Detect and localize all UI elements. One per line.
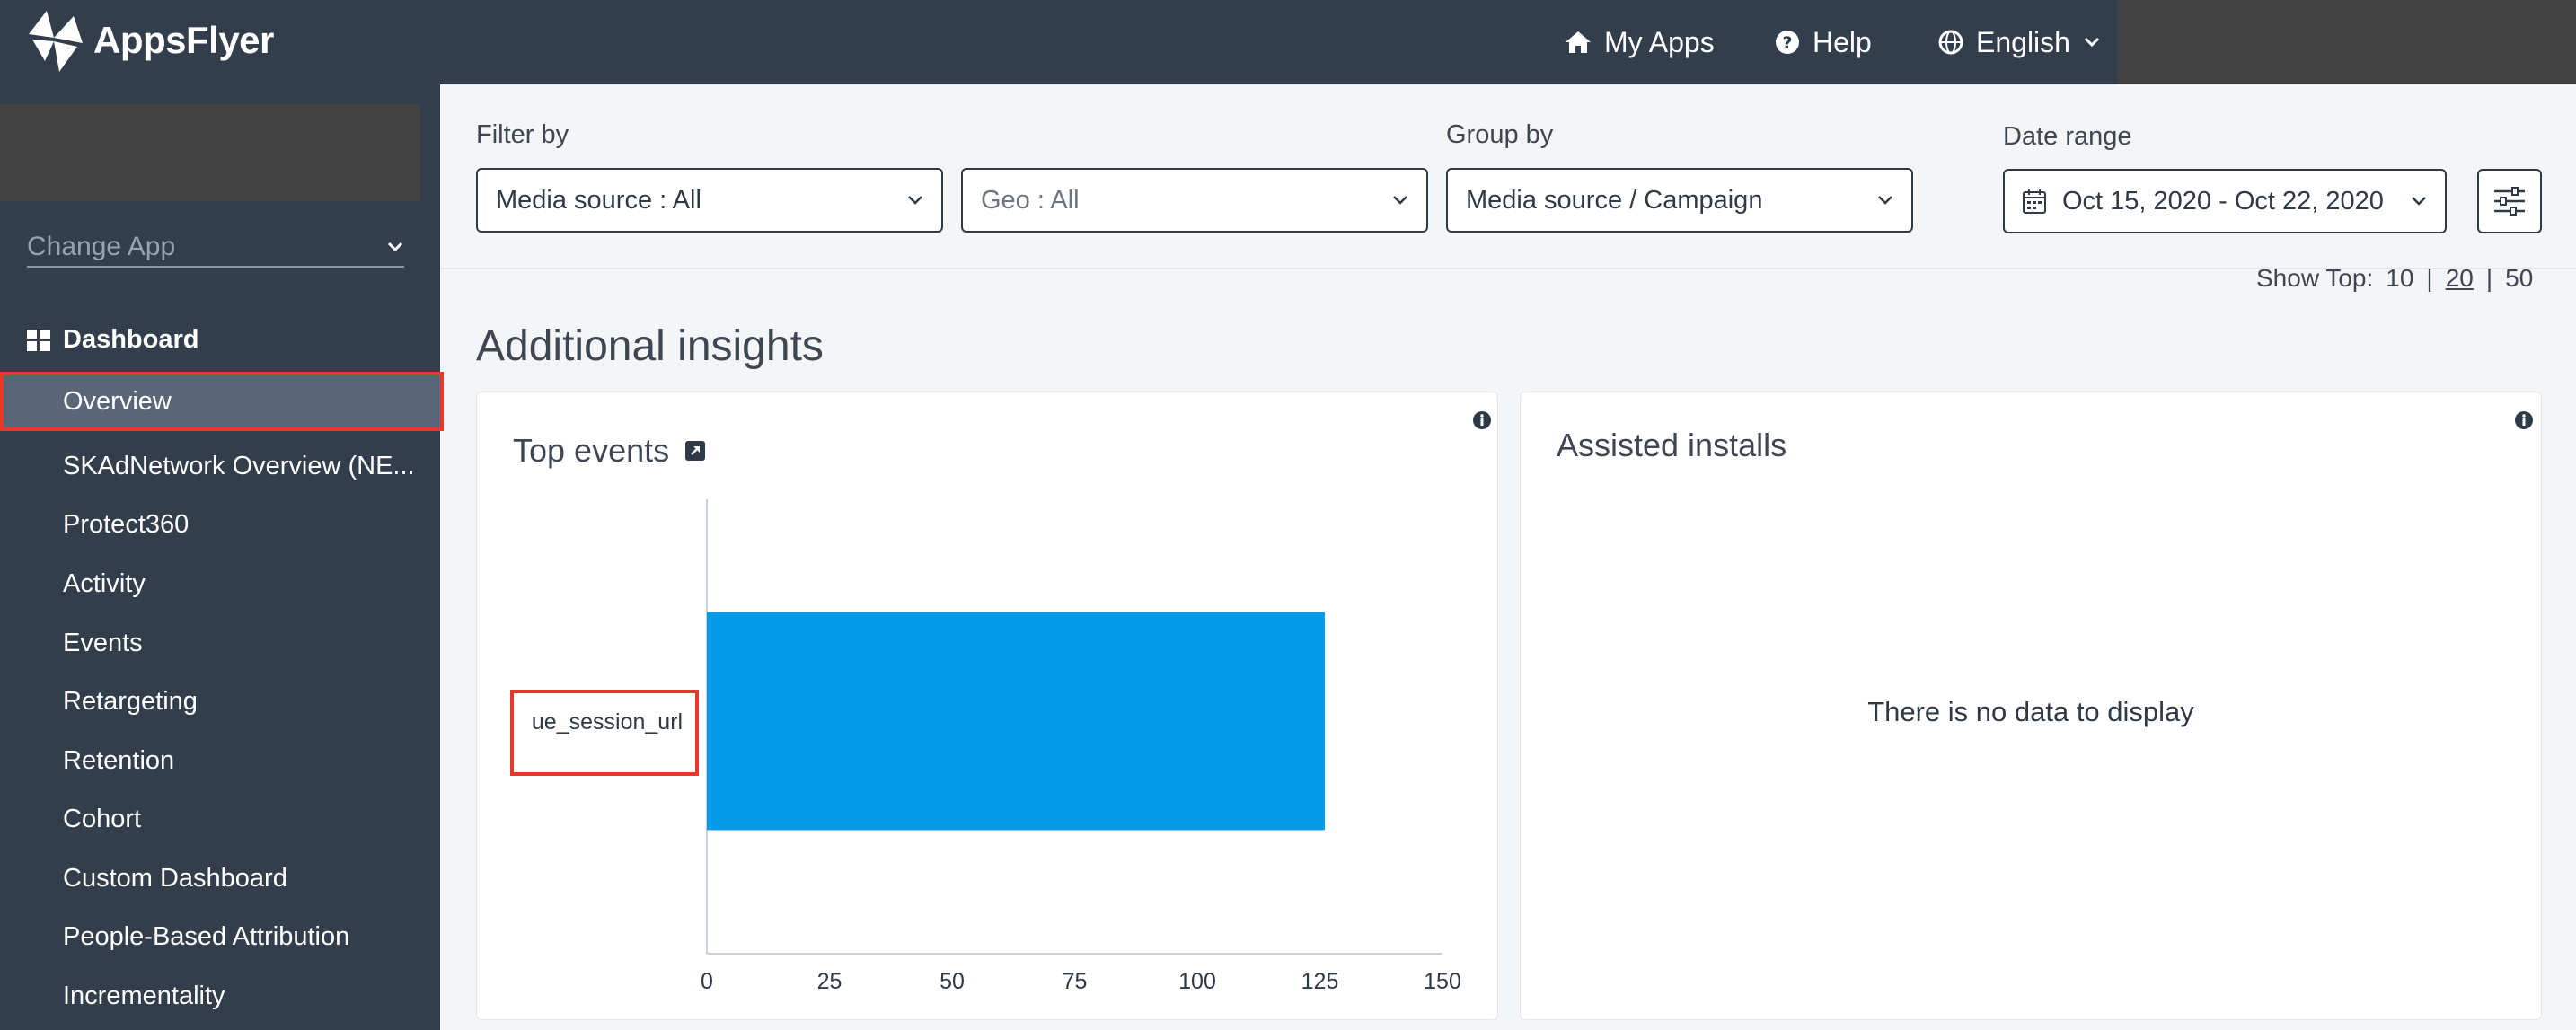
appsflyer-logo-icon xyxy=(29,11,83,72)
date-range-value: Oct 15, 2020 - Oct 22, 2020 xyxy=(2062,186,2384,216)
no-data-message: There is no data to display xyxy=(1867,696,2194,727)
show-top-option-50[interactable]: 50 xyxy=(2505,264,2534,292)
home-icon xyxy=(1566,31,1591,53)
top-events-title: Top events xyxy=(513,432,670,469)
highlight-box xyxy=(510,690,699,776)
group-by-value: Media source / Campaign xyxy=(1466,185,1763,215)
sidebar-item-protect360[interactable]: Protect360 xyxy=(0,495,440,554)
date-range-picker[interactable]: Oct 15, 2020 - Oct 22, 2020 xyxy=(2003,169,2447,233)
sidebar-item-label: Events xyxy=(63,628,143,657)
info-icon[interactable] xyxy=(2514,410,2534,430)
sidebar-item-label: Retention xyxy=(63,745,175,775)
change-app-select[interactable]: Change App xyxy=(27,228,404,268)
sidebar: Change App Dashboard Overview SKAdNetwor… xyxy=(0,84,444,1030)
user-account-block[interactable] xyxy=(2118,0,2576,84)
sidebar-item-label: Overview xyxy=(63,386,172,416)
chevron-down-icon xyxy=(387,242,403,252)
geo-value: Geo : All xyxy=(981,185,1080,215)
sidebar-item-label: Custom Dashboard xyxy=(63,863,287,893)
my-apps-label: My Apps xyxy=(1604,25,1715,58)
show-top-control: Show Top: 10 | 20 | 50 xyxy=(2256,264,2533,293)
assisted-installs-title: Assisted installs xyxy=(1557,427,1787,463)
date-range-content: Oct 15, 2020 - Oct 22, 2020 xyxy=(2023,187,2384,216)
chevron-down-icon xyxy=(2412,197,2426,206)
external-link-icon[interactable] xyxy=(685,441,706,461)
help-label: Help xyxy=(1813,25,1872,58)
logo-text: AppsFlyer xyxy=(93,19,274,61)
chevron-down-icon xyxy=(1393,196,1407,205)
assisted-installs-title-row: Assisted installs xyxy=(1557,427,1786,464)
show-top-option-20[interactable]: 20 xyxy=(2445,264,2474,292)
top-bar: AppsFlyer My Apps ? Help English xyxy=(0,0,2576,84)
geo-select[interactable]: Geo : All xyxy=(961,168,1428,233)
sidebar-item-activity[interactable]: Activity xyxy=(0,554,440,613)
globe-icon xyxy=(1938,30,1963,55)
show-top-separator: | xyxy=(2485,264,2493,292)
assisted-installs-card: Assisted installs There is no data to di… xyxy=(1520,392,2542,1020)
page-title: Additional insights xyxy=(476,322,824,370)
sidebar-item-label: Cohort xyxy=(63,804,142,833)
sidebar-item-custom-dashboard[interactable]: Custom Dashboard xyxy=(0,849,440,908)
show-top-label: Show Top: xyxy=(2256,264,2374,292)
help-icon: ? xyxy=(1776,31,1799,54)
sidebar-item-label: Activity xyxy=(63,568,146,598)
sidebar-item-label: Protect360 xyxy=(63,509,190,539)
sidebar-item-label: Incrementality xyxy=(63,981,225,1010)
sidebar-item-skadnetwork[interactable]: SKAdNetwork Overview (NE... xyxy=(0,436,440,496)
sidebar-section-label: Dashboard xyxy=(63,325,199,354)
sidebar-item-label: SKAdNetwork Overview (NE... xyxy=(63,451,415,480)
sidebar-section-dashboard[interactable]: Dashboard xyxy=(27,325,198,355)
show-top-option-10[interactable]: 10 xyxy=(2386,264,2414,292)
media-source-value: Media source : All xyxy=(496,185,701,215)
media-source-select[interactable]: Media source : All xyxy=(476,168,943,233)
calendar-icon xyxy=(2023,189,2046,214)
sidebar-item-retargeting[interactable]: Retargeting xyxy=(0,672,440,731)
help-link[interactable]: ? Help xyxy=(1775,0,1872,84)
language-selector[interactable]: English xyxy=(1938,0,2101,84)
filter-settings-button[interactable] xyxy=(2477,169,2542,233)
appsflyer-logo[interactable]: AppsFlyer xyxy=(27,7,274,74)
filter-by-label: Filter by xyxy=(476,120,569,149)
language-label: English xyxy=(1976,25,2070,58)
sidebar-item-people-based-attribution[interactable]: People-Based Attribution xyxy=(0,907,440,966)
sidebar-item-label: People-Based Attribution xyxy=(63,921,350,951)
date-range-label: Date range xyxy=(2003,122,2132,151)
top-events-title-row: Top events xyxy=(513,432,706,470)
chevron-down-icon xyxy=(908,196,922,205)
group-by-select[interactable]: Media source / Campaign xyxy=(1446,168,1913,233)
info-icon[interactable] xyxy=(1472,410,1492,430)
svg-text:?: ? xyxy=(1782,33,1792,53)
my-apps-link[interactable]: My Apps xyxy=(1565,0,1715,84)
sliders-icon xyxy=(2494,187,2525,216)
sidebar-item-label: Retargeting xyxy=(63,686,198,716)
sidebar-item-incrementality[interactable]: Incrementality xyxy=(0,966,440,1026)
change-app-label: Change App xyxy=(27,232,176,261)
group-by-label: Group by xyxy=(1446,120,1554,149)
sidebar-item-cohort[interactable]: Cohort xyxy=(0,789,440,849)
dashboard-grid-icon xyxy=(27,329,50,351)
chevron-down-icon xyxy=(2084,37,2100,48)
sidebar-item-overview[interactable]: Overview xyxy=(0,372,444,431)
show-top-separator: | xyxy=(2426,264,2433,292)
app-info-block xyxy=(0,104,420,201)
sidebar-item-retention[interactable]: Retention xyxy=(0,731,440,790)
chevron-down-icon xyxy=(1878,196,1892,205)
sidebar-item-events[interactable]: Events xyxy=(0,613,440,673)
